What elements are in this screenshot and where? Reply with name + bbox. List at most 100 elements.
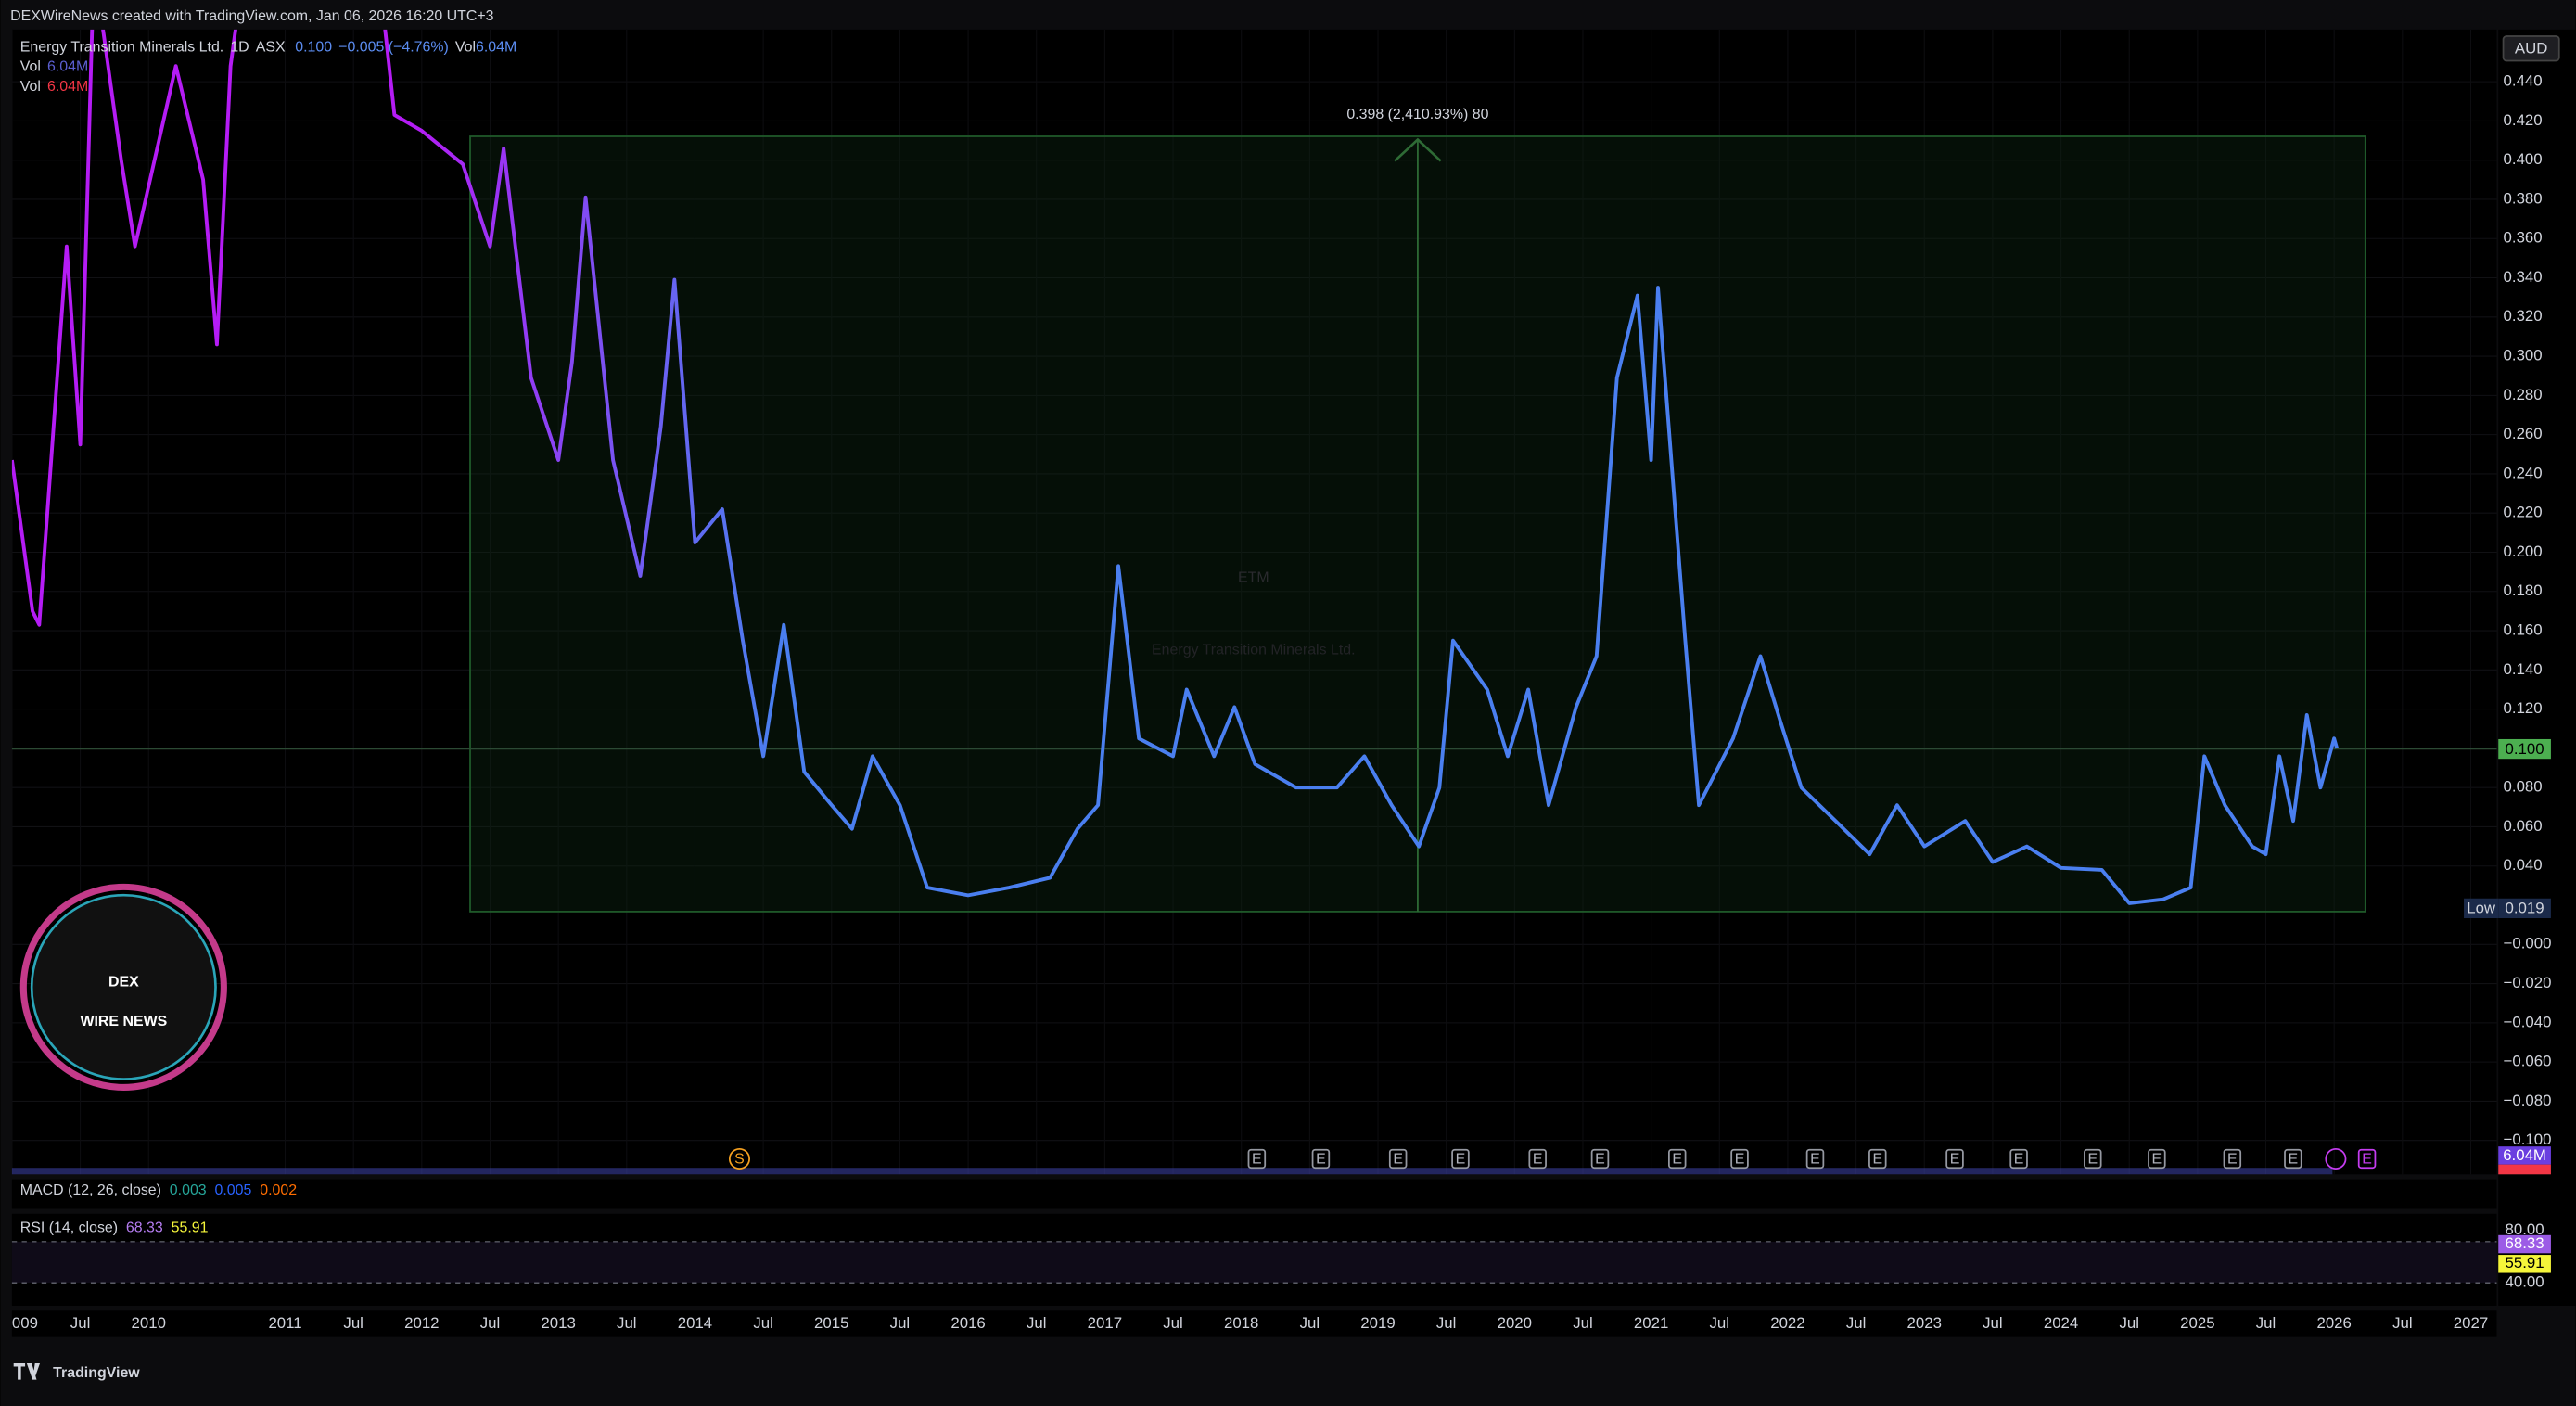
x-tick-label: Jul xyxy=(1027,1314,1047,1332)
low-label: Low xyxy=(2467,900,2496,917)
last-badge xyxy=(2498,738,2551,760)
x-tick-label: Jul xyxy=(617,1314,637,1332)
macd-signal: 0.005 xyxy=(215,1182,252,1198)
earnings-label: E xyxy=(2362,1152,2372,1168)
legend-last: 0.100 xyxy=(295,40,332,56)
y-tick-label: 0.240 xyxy=(2504,464,2543,481)
y-tick-label: 0.280 xyxy=(2504,386,2543,403)
rsi-title: RSI (14, close) xyxy=(20,1221,118,1236)
earnings-marker xyxy=(1247,1148,1267,1170)
rsi-lower: 40.00 xyxy=(2506,1273,2544,1291)
earnings-marker xyxy=(1528,1148,1547,1170)
earnings-label: E xyxy=(1872,1152,1882,1168)
rsi-badge xyxy=(2498,1234,2551,1254)
volume-bars xyxy=(11,1168,2333,1175)
macd-pane xyxy=(11,1179,2497,1209)
earnings-marker xyxy=(2084,1148,2102,1170)
measure-label: 0.398 (2,410.93%) 80 xyxy=(1346,107,1488,122)
vol-label: Vol xyxy=(20,59,41,75)
earnings-label: E xyxy=(2087,1152,2098,1168)
legend-vol: Vol xyxy=(455,40,476,56)
y-tick-label: −0.040 xyxy=(2504,1013,2552,1030)
y-tick-label: −0.100 xyxy=(2504,1131,2552,1148)
legend-name: Energy Transition Minerals Ltd. xyxy=(20,40,223,56)
vol-value: 6.04M xyxy=(47,79,88,95)
earnings-marker xyxy=(1451,1148,1470,1170)
x-tick-label: Jul xyxy=(1846,1314,1867,1332)
earnings-marker xyxy=(1945,1148,1964,1170)
y-tick-label: 0.320 xyxy=(2504,307,2543,325)
volume-badge xyxy=(2498,1146,2551,1165)
x-tick-label: Jul xyxy=(1983,1314,2003,1332)
x-tick-label: 2016 xyxy=(950,1314,985,1332)
y-tick-label: 0.420 xyxy=(2504,111,2543,129)
y-tick-label: 0.160 xyxy=(2504,620,2543,638)
y-tick-label: 0.260 xyxy=(2504,425,2543,442)
macd-title: MACD (12, 26, close) xyxy=(20,1182,161,1198)
x-tick-label: 2010 xyxy=(132,1314,166,1332)
x-tick-label: Jul xyxy=(1436,1314,1457,1332)
legend-vol-1: Vol 6.04M xyxy=(20,59,88,75)
x-tick-label: 2026 xyxy=(2316,1314,2351,1332)
tv-logo xyxy=(13,1362,41,1380)
low-badge xyxy=(2498,898,2551,919)
low-value: 0.019 xyxy=(2506,900,2544,917)
legend-change: −0.005 (−4.76%) xyxy=(338,40,449,56)
rsi-badge-text: 68.33 xyxy=(2506,1234,2544,1252)
price-line xyxy=(11,29,2340,905)
x-tick-label: 2013 xyxy=(541,1314,575,1332)
rsi-upper: 80.00 xyxy=(2506,1221,2544,1238)
earnings-label: E xyxy=(2227,1152,2238,1168)
x-tick-label: Jul xyxy=(2392,1314,2413,1332)
rsi-value: 68.33 xyxy=(126,1221,163,1236)
earnings-label: E xyxy=(2289,1152,2299,1168)
x-tick-label: 2015 xyxy=(814,1314,848,1332)
earnings-label: E xyxy=(1735,1152,1745,1168)
watermark-name: Energy Transition Minerals Ltd. xyxy=(1152,643,1355,658)
rsi-ma-badge xyxy=(2498,1255,2551,1273)
y-tick-label: 0.140 xyxy=(2504,660,2543,678)
legend-vol-2: Vol 6.04M xyxy=(20,79,88,95)
x-tick-label: 2021 xyxy=(1634,1314,1668,1332)
credit: DEXWireNews created with TradingView.com… xyxy=(10,8,494,24)
x-tick-label: Jul xyxy=(1300,1314,1320,1332)
currency-button[interactable] xyxy=(2502,35,2560,62)
price-axis xyxy=(2498,29,2576,1306)
rsi-ma: 55.91 xyxy=(172,1221,209,1236)
y-tick-label: 0.040 xyxy=(2504,856,2543,874)
dividend-marker xyxy=(2325,1147,2347,1170)
volume-badge-text: 6.04M xyxy=(2503,1146,2546,1164)
x-tick-label: 2011 xyxy=(268,1314,301,1332)
earnings-marker xyxy=(1730,1148,1749,1170)
logo-ring xyxy=(19,883,227,1091)
logo-disc xyxy=(30,893,217,1080)
x-tick-label: Jul xyxy=(2256,1314,2276,1332)
x-tick-label: 2023 xyxy=(1907,1314,1942,1332)
x-tick-label: Jul xyxy=(2119,1314,2139,1332)
legend-interval: 1D xyxy=(230,40,249,56)
currency[interactable]: AUD xyxy=(2515,40,2547,58)
y-tick-label: −0.080 xyxy=(2504,1092,2552,1109)
x-tick-label: 009 xyxy=(12,1314,38,1332)
earnings-label: E xyxy=(1393,1152,1403,1168)
x-tick-label: Jul xyxy=(1710,1314,1730,1332)
earnings-label: E xyxy=(1533,1152,1543,1168)
low-tag xyxy=(2464,898,2499,919)
earnings-marker xyxy=(2009,1148,2028,1170)
legend-vol-value: 6.04M xyxy=(476,40,516,56)
volume-badge-2 xyxy=(2498,1164,2551,1175)
earnings-marker xyxy=(2148,1148,2166,1170)
rsi-legend: RSI (14, close) 68.33 55.91 xyxy=(20,1221,209,1236)
earnings-marker xyxy=(1805,1148,1825,1170)
x-tick-label: Jul xyxy=(753,1314,772,1332)
x-tick-label: 2012 xyxy=(404,1314,439,1332)
y-tick-label: 0.080 xyxy=(2504,778,2543,796)
legend-exchange: ASX xyxy=(256,40,286,56)
earnings-label: E xyxy=(1316,1152,1326,1168)
x-tick-label: Jul xyxy=(480,1314,501,1332)
y-tick-label: 0.380 xyxy=(2504,189,2543,207)
time-axis xyxy=(11,1310,2497,1337)
x-tick-label: 2014 xyxy=(678,1314,712,1332)
macd-value: 0.003 xyxy=(170,1182,207,1198)
